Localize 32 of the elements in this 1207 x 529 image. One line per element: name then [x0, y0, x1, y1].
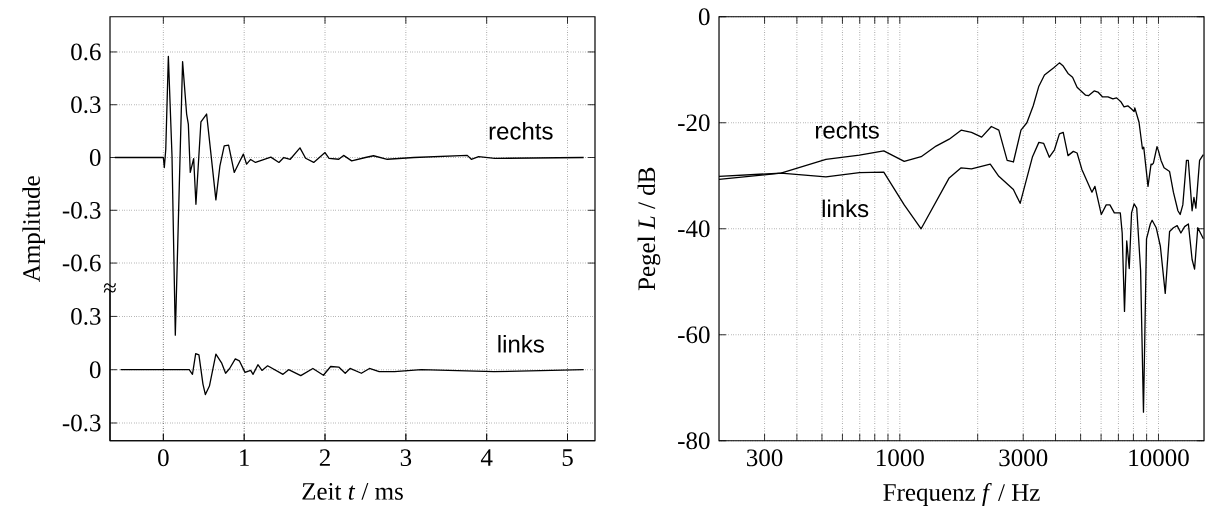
y-tick-label: -0.3	[62, 414, 101, 432]
line-series	[119, 353, 585, 396]
x-tick-label: 10000	[1129, 449, 1189, 467]
x-tick-label: 2	[319, 449, 330, 466]
y-tick-label: -40	[678, 220, 710, 238]
series-label: links	[822, 199, 869, 218]
y-axis-title: Pegel L / dB	[637, 167, 661, 291]
x-tick-label: 0	[158, 449, 169, 467]
y-axis-title: Amplitude	[22, 176, 46, 283]
x-tick-label: 3000	[999, 449, 1048, 467]
x-tick-label: 5	[562, 449, 573, 467]
series-label: rechts	[815, 121, 879, 139]
x-tick-label: 3	[400, 449, 412, 467]
y-tick-label: 0	[89, 149, 101, 167]
y-tick-label: -0.6	[62, 254, 101, 272]
y-tick-label: 0.3	[71, 308, 101, 326]
x-tick-label: 4	[480, 449, 493, 466]
series-label: rechts	[489, 122, 553, 140]
y-tick-label: 0.3	[71, 96, 101, 114]
series-label: links	[498, 335, 544, 353]
x-axis-title: Zeit t / ms	[302, 483, 403, 500]
y-tick-label: -20	[678, 114, 710, 132]
y-tick-label: 0.6	[71, 43, 101, 61]
y-tick-label: 0	[698, 8, 710, 26]
x-tick-label: 1000	[877, 449, 924, 467]
y-tick-label: -80	[678, 432, 710, 450]
y-tick-label: -60	[678, 326, 710, 344]
x-tick-label: 1	[240, 449, 249, 466]
x-tick-label: 300	[747, 449, 783, 467]
y-tick-label: -0.3	[62, 201, 101, 219]
x-axis-title: Frequenz f / Hz	[883, 483, 1040, 507]
y-tick-label: 0	[89, 361, 101, 379]
